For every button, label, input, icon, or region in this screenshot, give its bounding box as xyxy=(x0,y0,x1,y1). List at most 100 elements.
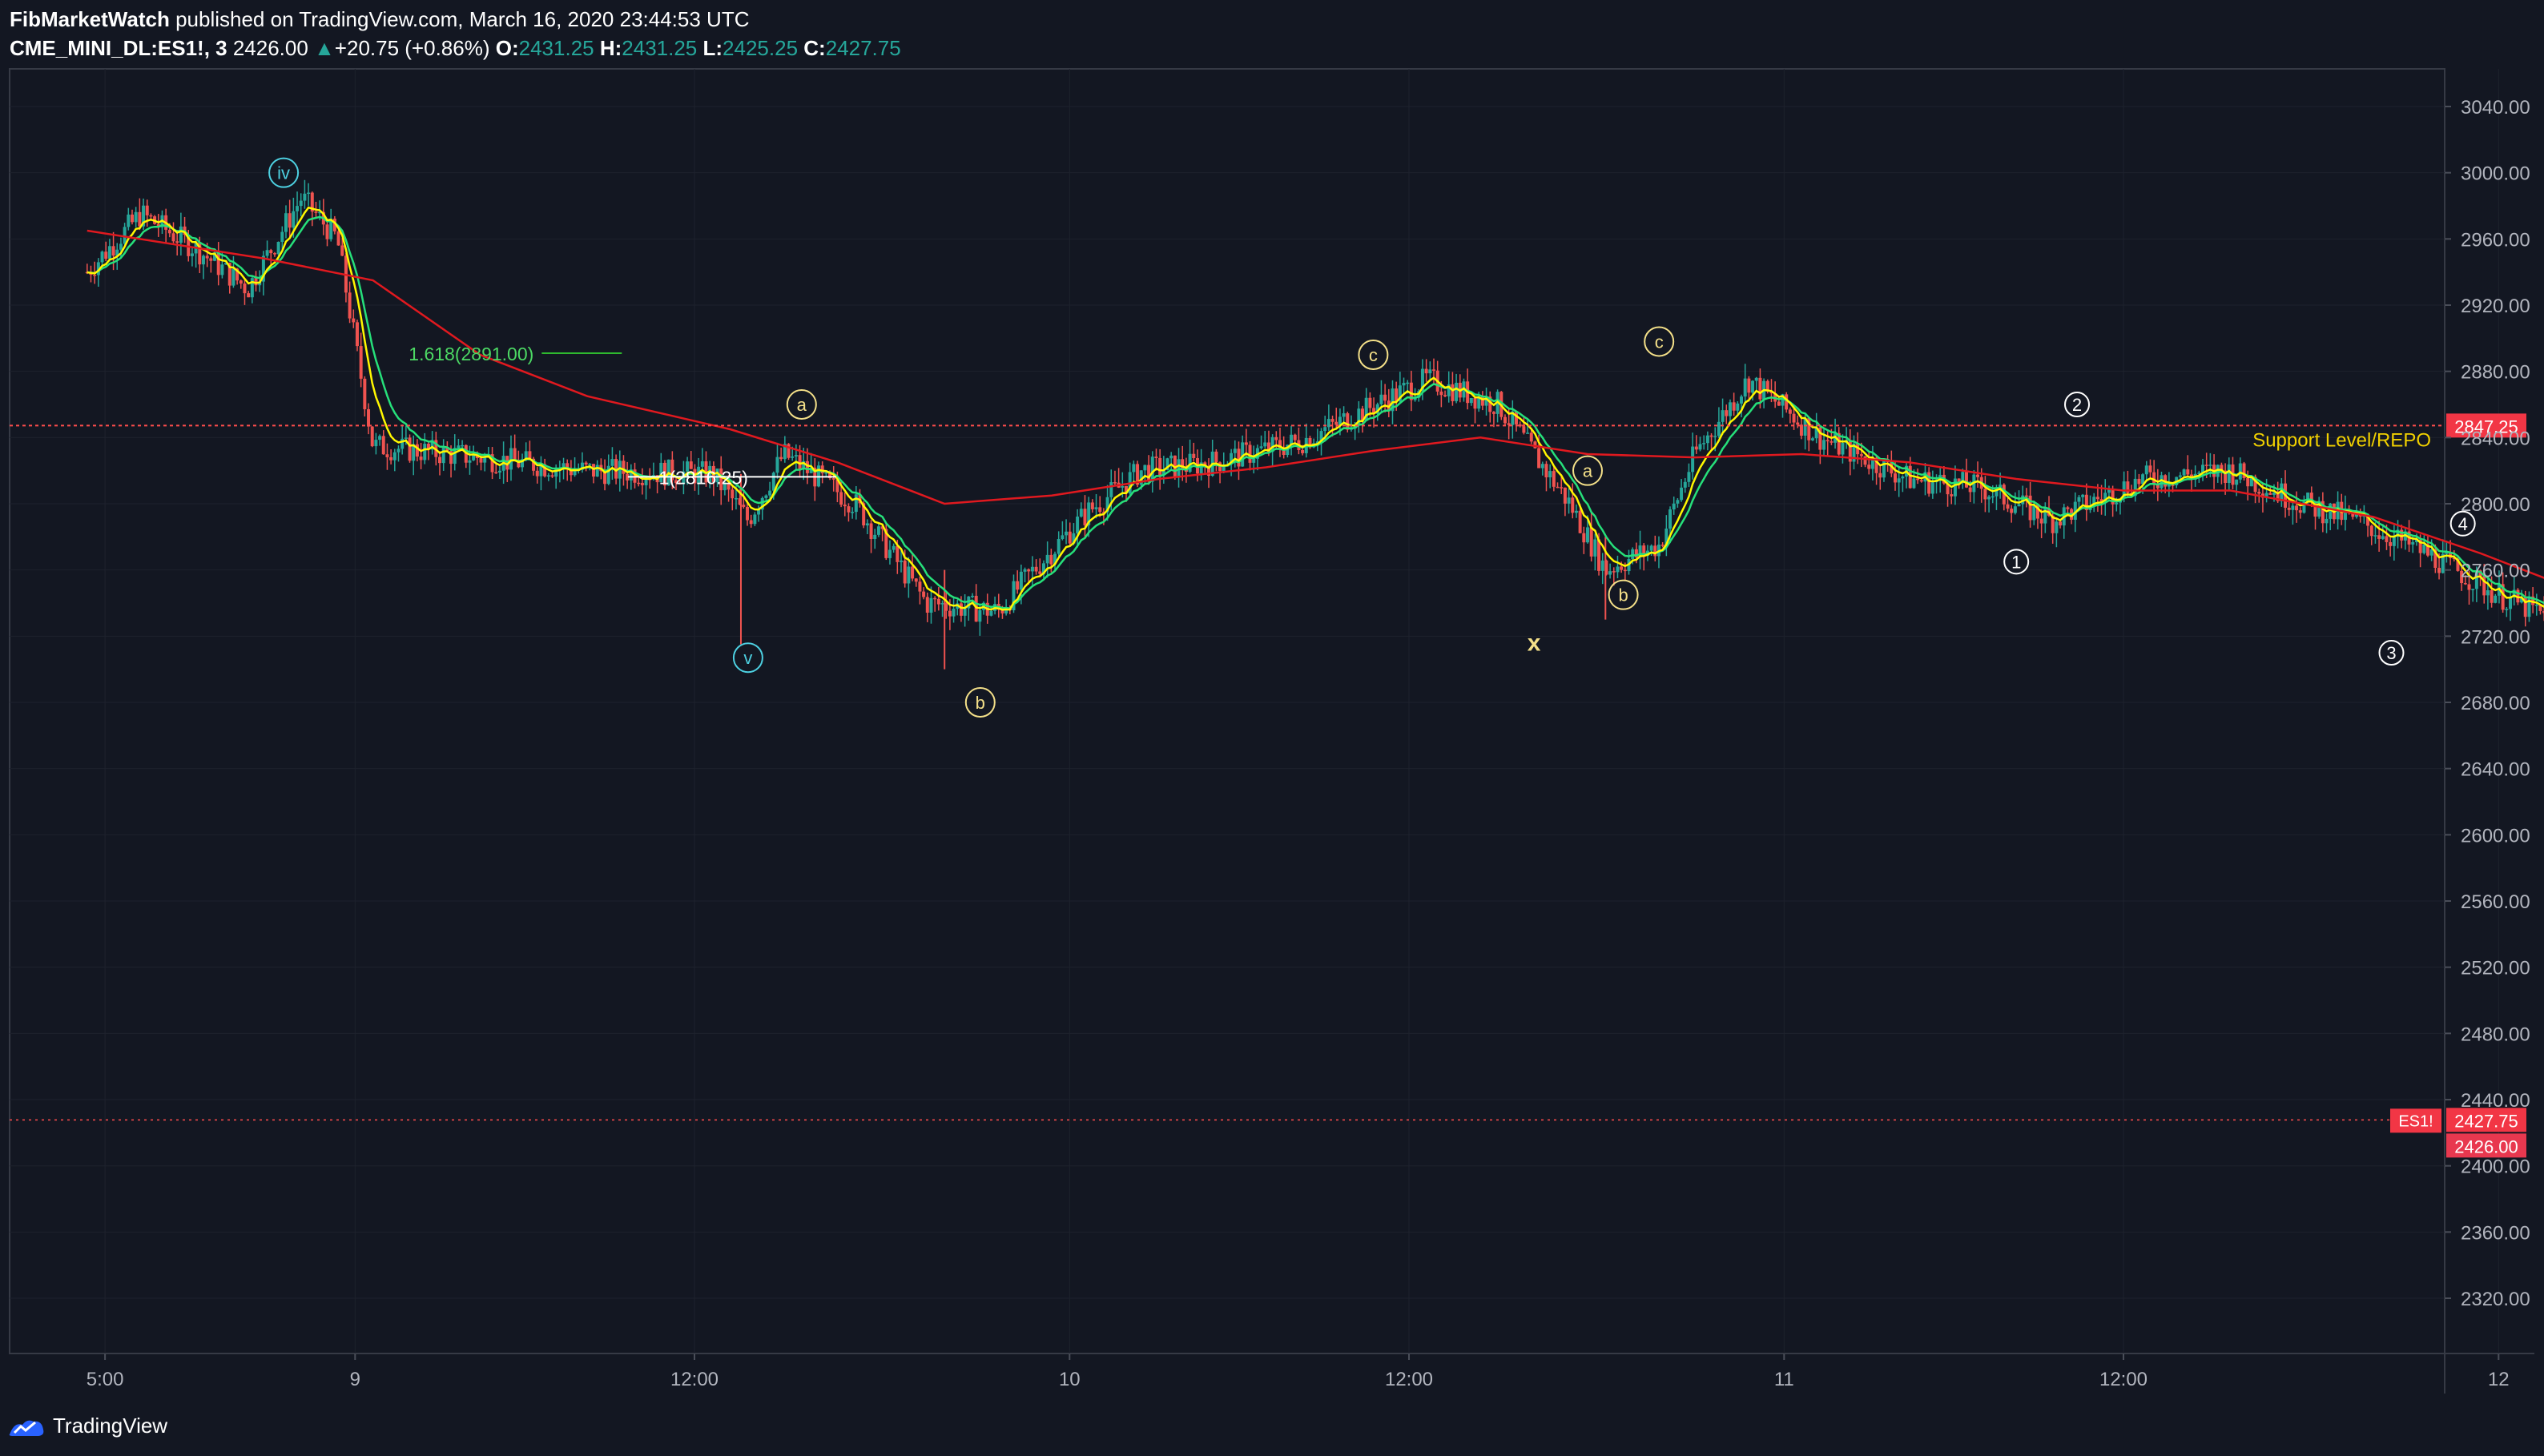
candle-body xyxy=(96,262,100,276)
time-axis[interactable]: 5:00912:001012:001112:001212:001312:0016… xyxy=(87,1353,2544,1390)
symbol-label[interactable]: CME_MINI_DL:ES1!, 3 xyxy=(10,36,227,60)
candle-body xyxy=(2520,597,2524,603)
time-tick-label: 9 xyxy=(350,1369,360,1390)
candle-body xyxy=(441,447,445,464)
candle-body xyxy=(629,469,633,481)
candle-body xyxy=(2369,525,2373,537)
wave-label-circle xyxy=(1572,455,1603,486)
wave-label-circle xyxy=(2378,640,2405,666)
candle-body xyxy=(2171,485,2175,486)
candle-body xyxy=(1192,453,1196,459)
price-tick-label: 3040.00 xyxy=(2461,97,2530,119)
candle-body xyxy=(1113,482,1117,484)
candle-body xyxy=(1623,569,1627,572)
candle-body xyxy=(156,223,160,227)
current-price-tag-text: 2427.75 xyxy=(2454,1111,2518,1131)
price-axis[interactable]: 3040.00 3000.00 2960.00 2920.00 2880.00 2840.… xyxy=(2445,97,2530,1310)
candle-body xyxy=(1664,528,1668,546)
candle-body xyxy=(430,440,434,450)
candle-body xyxy=(1732,402,1736,411)
brand-name[interactable]: TradingView xyxy=(53,1413,168,1438)
wave-label: c xyxy=(1369,345,1378,365)
candle-body xyxy=(1807,418,1811,440)
candle-body xyxy=(2182,469,2186,476)
candle-body xyxy=(1158,457,1162,476)
wave-label: b xyxy=(1618,585,1628,605)
candle-body xyxy=(1004,608,1008,613)
candle-body xyxy=(550,475,554,477)
candle-body xyxy=(1870,457,1874,469)
candle-body xyxy=(1061,535,1065,539)
candle-body xyxy=(1867,465,1871,469)
candle-body xyxy=(708,465,712,483)
candle-body xyxy=(1518,424,1522,427)
candle-body xyxy=(2246,477,2250,487)
candle-body xyxy=(307,192,311,195)
candle-body xyxy=(167,229,171,234)
candle-body xyxy=(1916,478,1920,481)
grid xyxy=(10,69,2499,1353)
candle-body xyxy=(494,472,498,474)
candle-body xyxy=(239,280,243,284)
candle-body xyxy=(250,278,254,298)
author-name[interactable]: FibMarketWatch xyxy=(10,7,170,31)
wave-label-circle xyxy=(268,157,300,188)
candle-body xyxy=(644,478,648,485)
candle-body xyxy=(805,461,809,473)
candle-body xyxy=(936,598,940,605)
last-price: 2426.00 xyxy=(232,36,308,60)
tradingview-logo-icon[interactable] xyxy=(8,1414,45,1438)
candle-body xyxy=(1769,391,1773,393)
candle-body xyxy=(1713,436,1717,437)
candle-body xyxy=(1717,421,1721,436)
candle-body xyxy=(989,610,993,616)
price-tick-label: 2560.00 xyxy=(2461,891,2530,913)
wave-labels: ivvabcabxc12345ABCAxBC2143C214AB355 xyxy=(268,157,2476,718)
candle-body xyxy=(224,263,228,265)
candle-body xyxy=(1038,571,1042,574)
candle-body xyxy=(1653,545,1657,557)
candle-body xyxy=(292,211,296,228)
candle-body xyxy=(2437,568,2441,573)
candle-body xyxy=(1233,448,1237,453)
candle-body xyxy=(1094,507,1098,509)
open-value: 2431.25 xyxy=(518,36,594,60)
candle-body xyxy=(2306,493,2310,502)
candle-body xyxy=(1788,409,1792,414)
candle-body xyxy=(2298,510,2302,513)
candle-body xyxy=(892,545,896,550)
candle-body xyxy=(873,534,877,540)
candle-body xyxy=(626,473,630,481)
candle-body xyxy=(1642,545,1646,556)
candle-body xyxy=(457,445,461,448)
candle-body xyxy=(959,603,963,616)
candle-body xyxy=(1372,408,1376,414)
candle-body xyxy=(528,451,532,459)
candle-body xyxy=(521,459,525,468)
candle-body xyxy=(2156,483,2160,489)
candle-body xyxy=(610,459,614,466)
candle-body xyxy=(1315,441,1319,444)
candle-body xyxy=(2010,509,2014,513)
candle-body xyxy=(1721,410,1725,422)
candle-body xyxy=(1244,442,1248,445)
candle-body xyxy=(816,465,820,487)
candle-body xyxy=(764,495,768,498)
candle-body xyxy=(900,560,904,562)
candle-body xyxy=(1785,394,1789,410)
candle-body xyxy=(907,566,911,584)
candle-body xyxy=(2392,537,2396,546)
candle-body xyxy=(1796,422,1800,425)
candle-body xyxy=(359,346,363,379)
candle-body xyxy=(554,469,558,477)
candle-body xyxy=(2249,477,2253,487)
candle-body xyxy=(461,444,465,447)
candle-body xyxy=(1161,469,1165,476)
candle-body xyxy=(1019,571,1023,590)
candle-body xyxy=(2051,515,2055,533)
candle-body xyxy=(2032,505,2036,521)
candle-body xyxy=(1431,369,1435,371)
candle-body xyxy=(367,408,371,427)
candle-body xyxy=(1691,446,1695,473)
